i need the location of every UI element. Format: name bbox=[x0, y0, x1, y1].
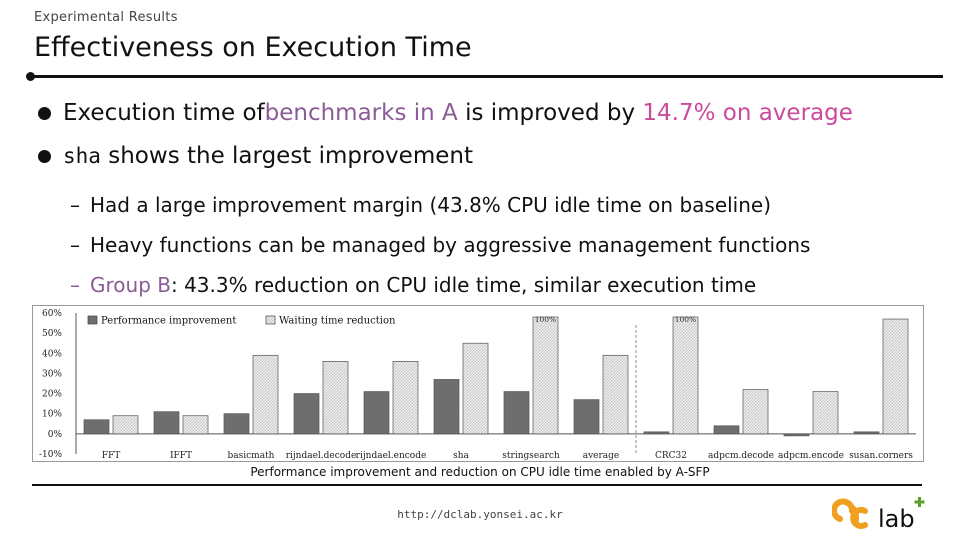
bullet1-mid: is improved by bbox=[457, 100, 643, 126]
bar-performance bbox=[83, 419, 110, 435]
bullet-dot-icon bbox=[38, 149, 51, 163]
dash-icon: – bbox=[70, 273, 80, 297]
sub-bullet-margin: – Had a large improvement margin (43.8% … bbox=[70, 193, 771, 217]
bullet1-pre: Execution time of bbox=[63, 100, 265, 126]
bullet-execution-time: Execution time of benchmarks in A is imp… bbox=[38, 100, 853, 126]
bullet1-highlight-benchmarks: benchmarks in A bbox=[264, 100, 458, 126]
bar-performance bbox=[153, 411, 180, 435]
legend-swatch bbox=[87, 315, 98, 325]
x-tick-label: adpcm.decode bbox=[708, 451, 774, 460]
x-tick-label: adpcm.encode bbox=[778, 451, 844, 460]
legend-label: Waiting time reduction bbox=[279, 316, 396, 327]
x-tick-label: average bbox=[583, 451, 620, 460]
x-tick-label: CRC32 bbox=[655, 451, 687, 460]
bar-annotation-100: 100% bbox=[535, 315, 556, 324]
x-tick-label: IFFT bbox=[170, 451, 192, 460]
y-tick-label: 0% bbox=[48, 430, 63, 440]
bar-performance bbox=[363, 391, 390, 435]
logo-text: lab bbox=[878, 505, 915, 533]
y-tick-label: 20% bbox=[42, 390, 62, 400]
section-label: Experimental Results bbox=[34, 10, 178, 25]
footer-rule bbox=[32, 484, 922, 486]
legend-label: Performance improvement bbox=[101, 316, 236, 327]
bar-performance bbox=[293, 393, 320, 435]
bar-waiting bbox=[742, 389, 769, 435]
bar-chart: 60% 50% 40% 30% 20% 10% 0% -10% FFT IFFT basicmath… bbox=[39, 309, 916, 460]
legend-swatch bbox=[265, 315, 276, 325]
bar-performance bbox=[643, 431, 670, 435]
y-tick-label: 60% bbox=[42, 309, 62, 319]
sub3-rest: : 43.3% reduction on CPU idle time, simi… bbox=[170, 273, 757, 297]
bullet1-highlight-average: 14.7% on average bbox=[642, 100, 853, 126]
sub2-text: Heavy functions can be managed by aggres… bbox=[90, 233, 811, 257]
y-tick-label: 40% bbox=[42, 349, 62, 359]
bar-waiting bbox=[532, 316, 559, 435]
title-rule bbox=[30, 75, 943, 78]
bar-waiting bbox=[672, 316, 699, 435]
bar-waiting bbox=[182, 415, 209, 435]
x-tick-label: rijndael.encode bbox=[356, 451, 427, 460]
x-tick-label: susan.corners bbox=[849, 451, 913, 460]
bar-performance bbox=[783, 433, 810, 437]
footer-url[interactable]: http://dclab.yonsei.ac.kr bbox=[397, 508, 563, 521]
x-tick-label: basicmath bbox=[228, 451, 275, 460]
y-tick-label: 50% bbox=[42, 329, 62, 339]
x-tick-label: rijndael.decode bbox=[286, 451, 357, 460]
sub-bullet-heavy-functions: – Heavy functions can be managed by aggr… bbox=[70, 233, 810, 257]
x-tick-label: stringsearch bbox=[502, 451, 560, 460]
bar-waiting bbox=[252, 354, 279, 435]
bar-performance bbox=[223, 413, 250, 435]
dclab-logo: lab bbox=[832, 497, 925, 533]
bullet-sha: sha shows the largest improvement bbox=[38, 143, 473, 169]
x-tick-label: FFT bbox=[102, 451, 121, 460]
bar-waiting bbox=[462, 342, 489, 435]
bar-performance bbox=[713, 425, 740, 435]
bar-performance bbox=[433, 379, 460, 435]
bar-waiting bbox=[392, 360, 419, 435]
bar-performance bbox=[853, 431, 880, 435]
x-tick-label: sha bbox=[453, 451, 469, 460]
slide-title: Effectiveness on Execution Time bbox=[34, 32, 472, 63]
plus-icon bbox=[914, 497, 925, 507]
chart-caption: Performance improvement and reduction on… bbox=[250, 465, 710, 479]
bullet-dot-icon bbox=[38, 106, 51, 120]
bar-performance bbox=[573, 399, 600, 435]
dc-logo-icon bbox=[832, 498, 868, 529]
bar-waiting bbox=[322, 360, 349, 435]
y-tick-label: 10% bbox=[42, 410, 62, 420]
sub1-text: Had a large improvement margin (43.8% CP… bbox=[90, 193, 772, 217]
bar-waiting bbox=[882, 318, 909, 435]
dash-icon: – bbox=[70, 233, 80, 257]
bar-waiting bbox=[812, 391, 839, 435]
bar-annotation-100: 100% bbox=[675, 315, 696, 324]
y-tick-label: -10% bbox=[39, 450, 62, 460]
dash-icon: – bbox=[70, 193, 80, 217]
y-tick-label: 30% bbox=[42, 369, 62, 379]
bar-performance bbox=[503, 391, 530, 435]
bullet2-rest: shows the largest improvement bbox=[100, 143, 473, 169]
bar-waiting bbox=[602, 354, 629, 435]
sub3-highlight: Group B bbox=[90, 273, 171, 297]
bullet2-code: sha bbox=[63, 144, 101, 168]
bar-waiting bbox=[112, 415, 139, 435]
sub-bullet-group-b: – Group B : 43.3% reduction on CPU idle … bbox=[70, 273, 756, 297]
